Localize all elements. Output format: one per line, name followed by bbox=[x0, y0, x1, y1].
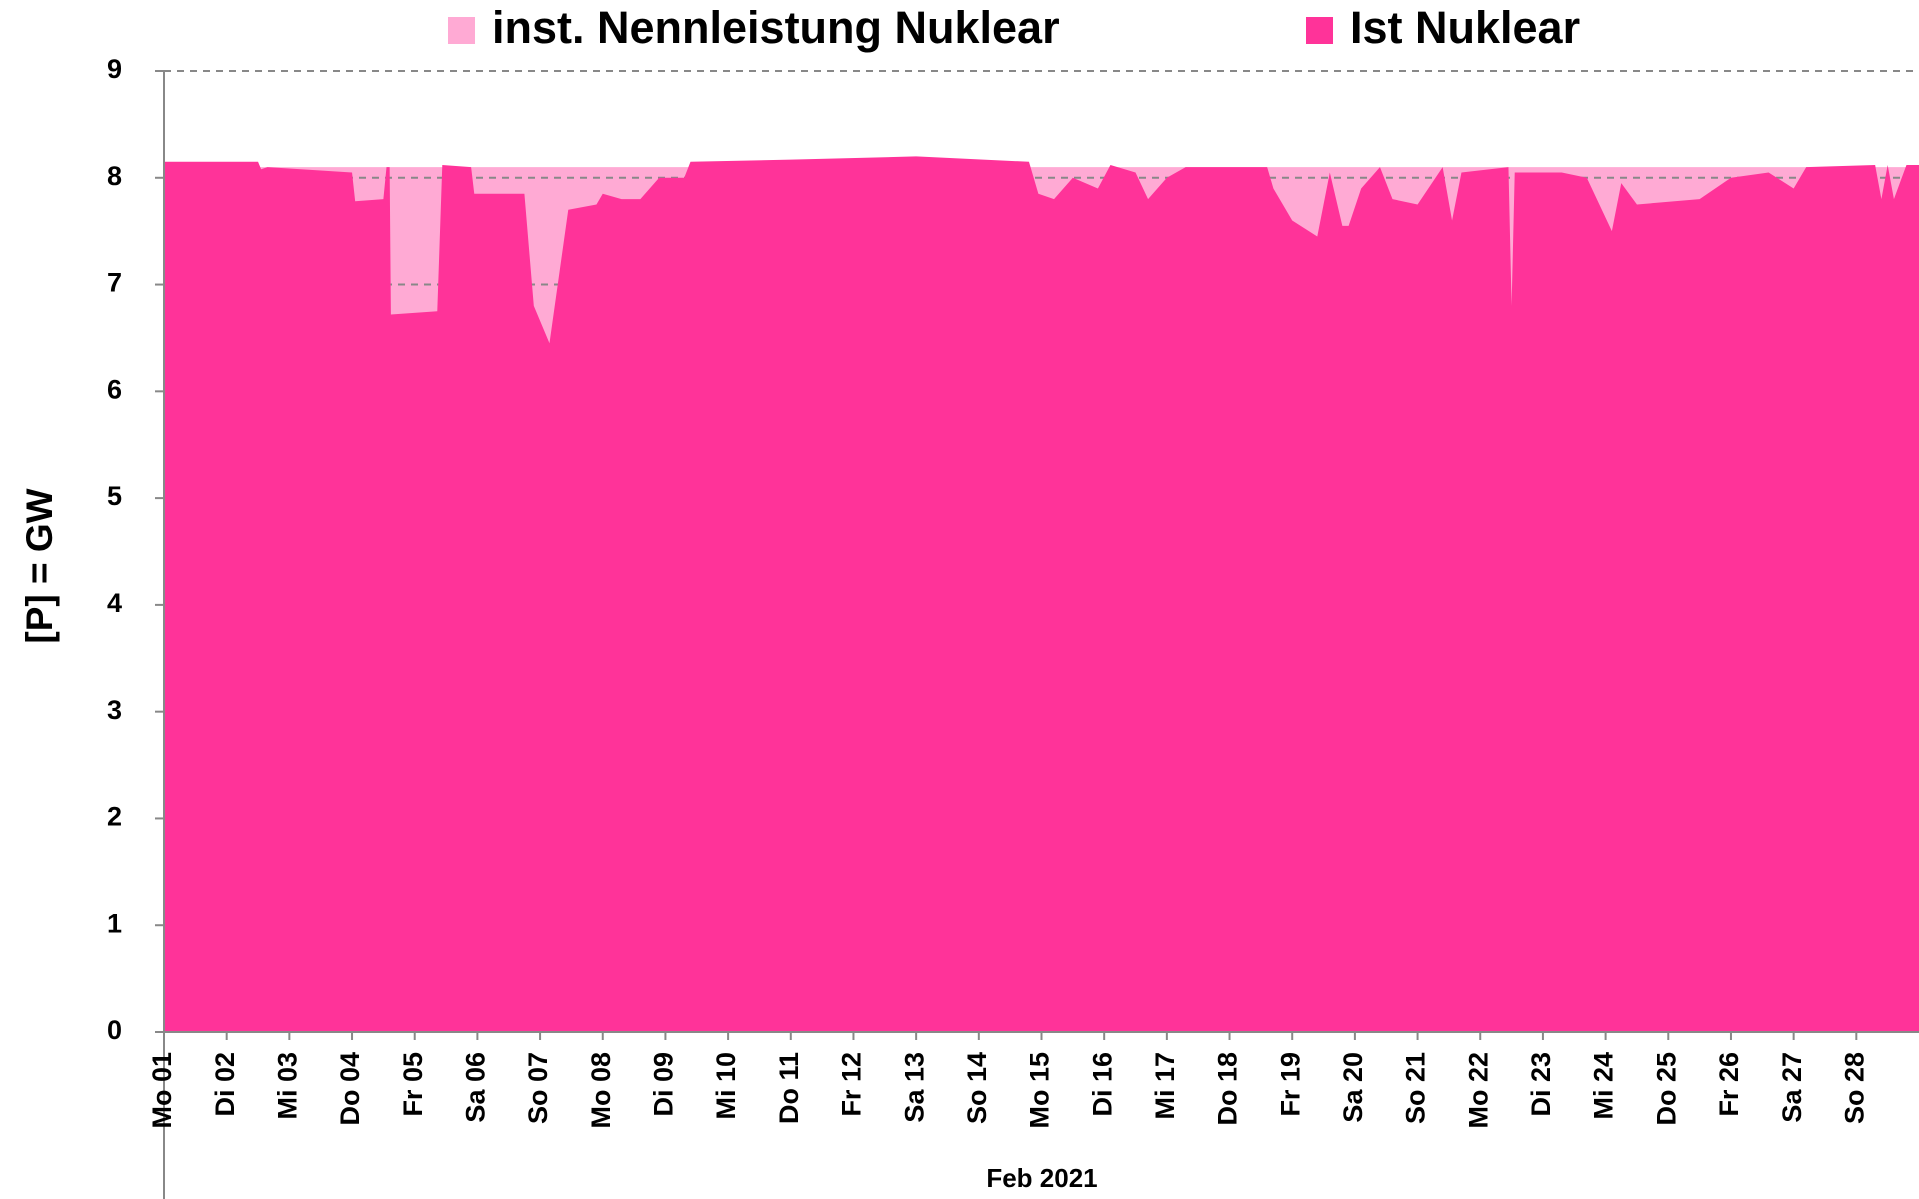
x-tick-label: Di 23 bbox=[1526, 1052, 1556, 1117]
legend-label: inst. Nennleistung Nuklear bbox=[492, 2, 1060, 53]
x-tick-label: Di 09 bbox=[649, 1052, 679, 1117]
x-tick-label: Fr 05 bbox=[398, 1052, 428, 1117]
y-tick-label: 5 bbox=[107, 481, 122, 511]
y-tick-label: 1 bbox=[107, 908, 122, 938]
legend-swatch bbox=[1306, 17, 1333, 44]
y-tick-label: 9 bbox=[107, 54, 122, 84]
x-tick-label: Do 25 bbox=[1651, 1052, 1681, 1126]
y-tick-label: 2 bbox=[107, 802, 122, 832]
y-tick-label: 7 bbox=[107, 268, 122, 298]
area bbox=[164, 156, 1919, 1032]
x-tick-label: So 07 bbox=[523, 1052, 553, 1124]
x-tick-label: Sa 20 bbox=[1338, 1052, 1368, 1123]
x-tick-label: Mi 10 bbox=[711, 1052, 741, 1120]
x-tick-label: Sa 13 bbox=[899, 1052, 929, 1123]
y-tick-label: 6 bbox=[107, 374, 122, 404]
y-tick-label: 8 bbox=[107, 161, 122, 191]
y-tick-label: 0 bbox=[107, 1015, 122, 1045]
x-tick-label: Mi 03 bbox=[272, 1052, 302, 1120]
x-tick-label: Fr 26 bbox=[1714, 1052, 1744, 1117]
y-axis-label: [P] = GW bbox=[19, 488, 60, 643]
x-tick-label: Di 16 bbox=[1087, 1052, 1117, 1117]
x-tick-label: So 21 bbox=[1401, 1052, 1431, 1124]
legend-swatch bbox=[448, 17, 475, 44]
y-tick-label: 4 bbox=[107, 588, 122, 618]
x-tick-label: Do 04 bbox=[335, 1052, 365, 1126]
x-tick-label: Fr 19 bbox=[1275, 1052, 1305, 1117]
legend-label: Ist Nuklear bbox=[1350, 2, 1580, 53]
x-tick-label: Mo 22 bbox=[1463, 1052, 1493, 1129]
x-tick-label: Mo 01 bbox=[147, 1052, 177, 1129]
x-tick-label: Fr 12 bbox=[837, 1052, 867, 1117]
x-tick-label: So 28 bbox=[1839, 1052, 1869, 1124]
x-tick-label: Di 02 bbox=[210, 1052, 240, 1117]
x-axis-label: Feb 2021 bbox=[986, 1163, 1097, 1193]
x-tick-label: Sa 06 bbox=[461, 1052, 491, 1123]
x-tick-label: Do 18 bbox=[1213, 1052, 1243, 1126]
y-tick-label: 3 bbox=[107, 695, 122, 725]
x-tick-label: Mi 24 bbox=[1589, 1052, 1619, 1120]
x-tick-label: Sa 27 bbox=[1777, 1052, 1807, 1123]
x-tick-label: Mo 15 bbox=[1025, 1052, 1055, 1129]
x-tick-label: Mi 17 bbox=[1150, 1052, 1180, 1120]
x-tick-label: So 14 bbox=[962, 1052, 992, 1124]
x-tick-label: Mo 08 bbox=[586, 1052, 616, 1129]
x-tick-label: Do 11 bbox=[774, 1052, 804, 1124]
